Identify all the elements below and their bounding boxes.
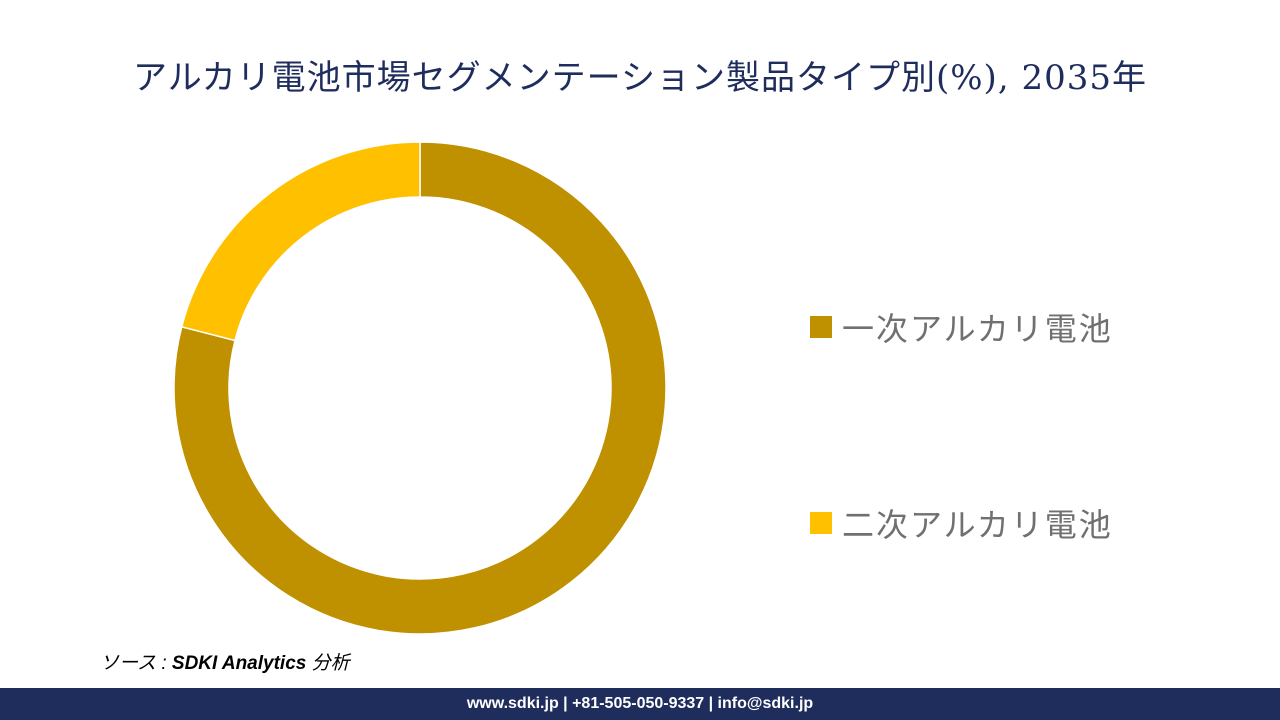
legend-item-primary: 一次アルカリ電池 — [810, 305, 1113, 349]
legend-swatch-secondary — [810, 512, 832, 534]
donut-slice-secondary — [180, 141, 421, 342]
source-suffix: 分析 — [306, 653, 350, 674]
source-prefix: ソース : — [100, 653, 172, 674]
legend: 一次アルカリ電池 二次アルカリ電池 — [810, 305, 1113, 697]
source-note: ソース : SDKI Analytics 分析 — [100, 648, 350, 675]
legend-label-secondary: 二次アルカリ電池 — [842, 506, 1113, 544]
donut-chart — [160, 130, 680, 650]
legend-item-secondary: 二次アルカリ電池 — [810, 501, 1113, 545]
donut-slice-primary — [173, 141, 667, 635]
legend-label-primary: 一次アルカリ電池 — [842, 310, 1113, 348]
footer-bar: www.sdki.jp | +81-505-050-9337 | info@sd… — [0, 688, 1280, 720]
chart-title: アルカリ電池市場セグメンテーション製品タイプ別(%), 2035年 — [133, 58, 1147, 98]
legend-swatch-primary — [810, 316, 832, 338]
donut-svg — [173, 141, 667, 635]
source-brand: SDKI Analytics — [171, 653, 307, 674]
